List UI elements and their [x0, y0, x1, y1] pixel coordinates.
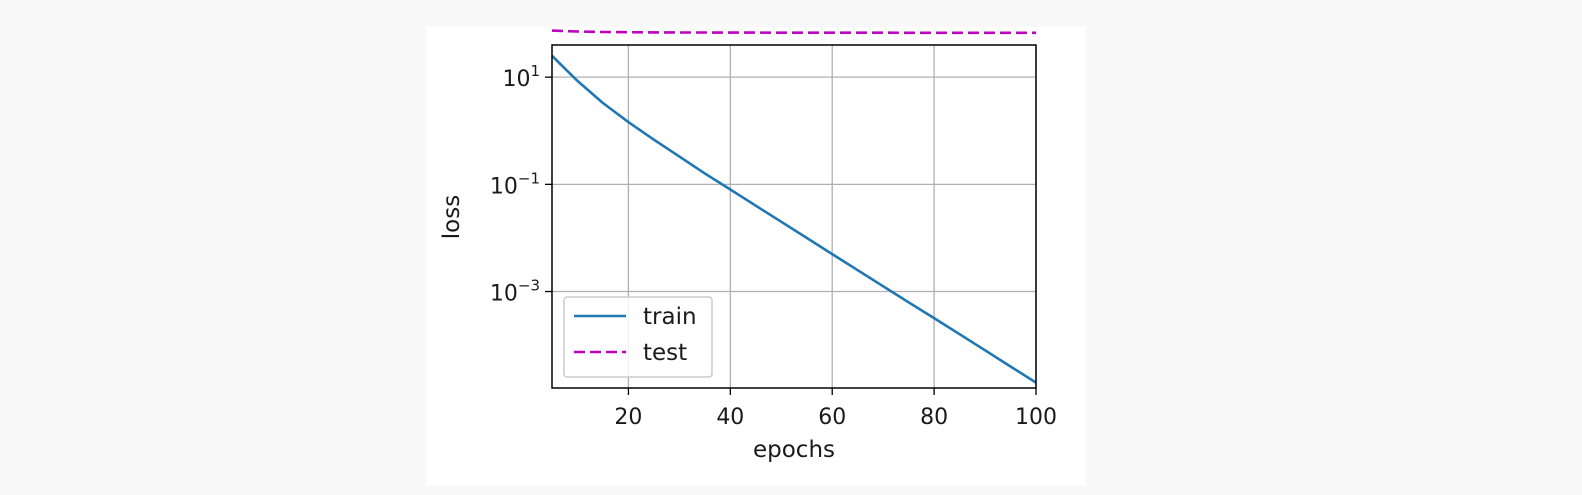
y-tick-label: 10−1	[490, 169, 540, 199]
x-tick-label: 100	[1015, 405, 1057, 430]
y-tick-label: 101	[502, 62, 540, 92]
plot-lines	[551, 29, 1037, 384]
y-tick-label: 10−3	[490, 277, 540, 307]
legend-label-train: train	[643, 304, 697, 330]
legend: train test	[563, 296, 713, 378]
x-axis: 20 40 60 80 100	[614, 388, 1057, 430]
x-tick-label: 40	[716, 405, 744, 430]
legend-label-test: test	[643, 340, 687, 366]
x-tick-label: 80	[920, 405, 948, 430]
series-line-train	[551, 54, 1037, 384]
x-tick-label: 60	[818, 405, 846, 430]
loss-chart: 20 40 60 80 100 101 10−1 10−3 epochs loss trai…	[439, 29, 1057, 463]
chart-figure: 20 40 60 80 100 101 10−1 10−3 epochs loss trai…	[427, 27, 1085, 485]
x-axis-title: epochs	[753, 437, 835, 463]
series-line-test	[551, 29, 1036, 35]
y-axis-title: loss	[439, 195, 465, 239]
axes-frame	[551, 44, 1037, 389]
y-axis: 101 10−1 10−3	[490, 62, 552, 307]
x-tick-label: 20	[614, 405, 642, 430]
